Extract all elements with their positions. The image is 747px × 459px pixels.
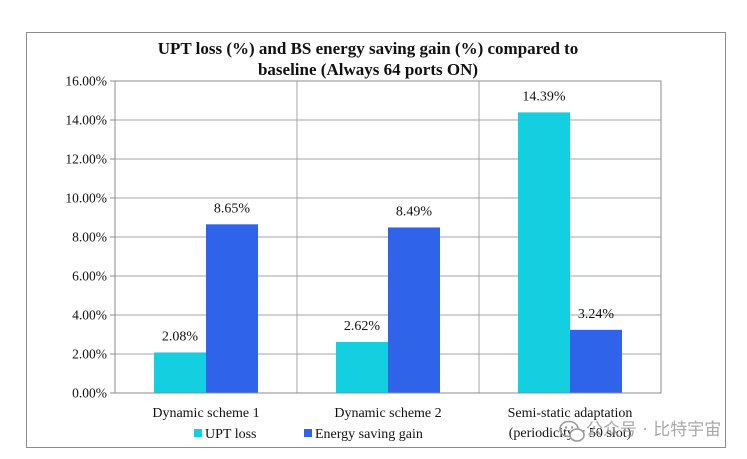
bar-energy-saving-gain [206,224,258,393]
watermark: 公众号 · 比特宇宙 [559,420,721,442]
y-tick-label: 16.00% [65,74,107,89]
bar-upt-loss [518,112,570,394]
y-tick-label: 6.00% [72,269,107,284]
y-axis-ticks: 0.00% 2.00% 4.00% 6.00% 8.00% 10.00% 12.00% 14.… [65,74,115,401]
bars [154,112,622,394]
x-category-label: Dynamic scheme 1 [152,406,259,421]
bar-energy-saving-gain [388,227,440,393]
y-tick-label: 2.00% [72,347,107,362]
data-label: 8.65% [214,201,251,216]
y-tick-label: 14.00% [65,113,107,128]
y-tick-label: 12.00% [65,152,107,167]
data-label: 2.62% [344,319,381,334]
legend: UPT loss Energy saving gain [194,427,423,442]
bar-energy-saving-gain [570,329,622,393]
wechat-icon [559,420,585,442]
chart-title-line-1: UPT loss (%) and BS energy saving gain (… [158,39,579,58]
data-label: 14.39% [522,89,566,104]
data-label: 2.08% [162,329,199,344]
legend-swatch [194,429,202,437]
data-labels: 2.08% 8.65% 2.62% 8.49% 14.39% 3.24% [162,89,615,344]
x-category-label: Semi-static adaptation [508,406,633,421]
chart-title-line-2: baseline (Always 64 ports ON) [258,60,478,79]
y-tick-label: 10.00% [65,191,107,206]
watermark-text: 公众号 · 比特宇宙 [586,420,721,440]
legend-swatch [304,429,312,437]
x-category-label: Dynamic scheme 2 [334,406,441,421]
data-label: 3.24% [578,307,615,322]
bar-upt-loss [336,341,388,393]
y-tick-label: 4.00% [72,308,107,323]
chart-frame [26,32,726,448]
y-tick-label: 8.00% [72,230,107,245]
y-tick-label: 0.00% [72,386,107,401]
bar-upt-loss [154,352,206,393]
legend-label: UPT loss [205,427,256,442]
data-label: 8.49% [396,204,433,219]
chart-title: UPT loss (%) and BS energy saving gain (… [158,39,579,79]
legend-label: Energy saving gain [315,427,423,442]
